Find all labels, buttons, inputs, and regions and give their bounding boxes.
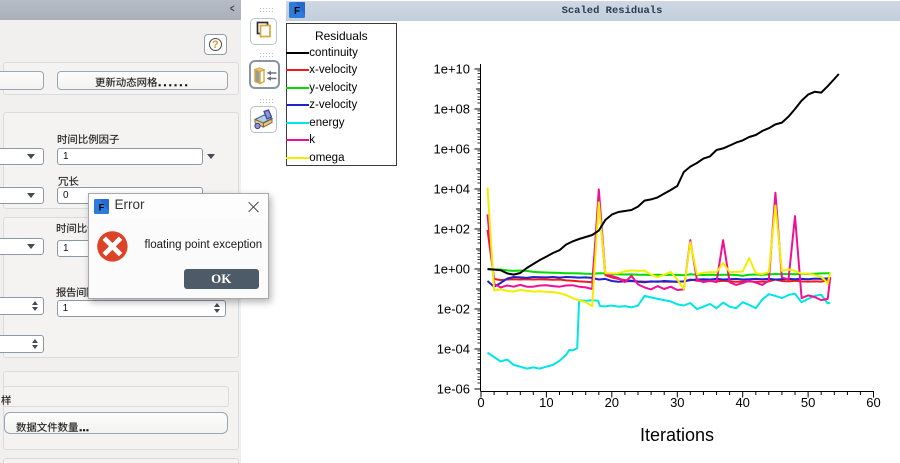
svg-text:0: 0 (477, 395, 484, 410)
svg-text:1e+02: 1e+02 (433, 222, 470, 237)
svg-text:1e-04: 1e-04 (437, 342, 470, 357)
svg-text:1e+06: 1e+06 (433, 142, 470, 157)
svg-text:40: 40 (735, 395, 749, 410)
svg-text:1e+08: 1e+08 (433, 102, 470, 117)
svg-text:F: F (293, 6, 299, 17)
svg-text:50: 50 (801, 395, 815, 410)
svg-text:30: 30 (670, 395, 684, 410)
svg-text:1e+00: 1e+00 (433, 262, 470, 277)
svg-text:F: F (99, 202, 105, 212)
svg-text:60: 60 (866, 395, 880, 410)
svg-text:1e+10: 1e+10 (433, 62, 470, 77)
svg-text:1e+04: 1e+04 (433, 182, 470, 197)
svg-text:1e-06: 1e-06 (437, 382, 470, 397)
svg-text:Iterations: Iterations (640, 425, 714, 445)
svg-text:10: 10 (539, 395, 553, 410)
svg-text:1e-02: 1e-02 (437, 302, 470, 317)
svg-text:20: 20 (605, 395, 619, 410)
